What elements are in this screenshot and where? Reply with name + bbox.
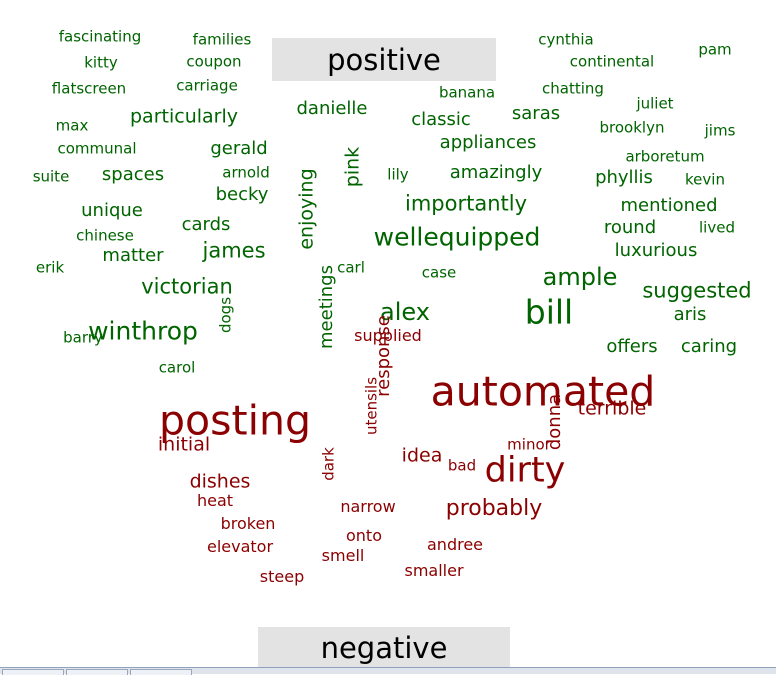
word-steep: steep bbox=[259, 567, 305, 586]
word-suite: suite bbox=[32, 167, 70, 186]
word-carl: carl bbox=[337, 258, 365, 277]
word-erik: erik bbox=[35, 258, 65, 277]
word-continental: continental bbox=[569, 52, 655, 71]
word-gerald: gerald bbox=[210, 138, 268, 159]
word-dark: dark bbox=[319, 447, 338, 481]
taskbar bbox=[0, 667, 776, 675]
word-flatscreen: flatscreen bbox=[51, 79, 127, 98]
word-suggested: suggested bbox=[642, 278, 752, 303]
word-jims: jims bbox=[704, 121, 736, 140]
word-case: case bbox=[421, 263, 457, 282]
word-meetings: meetings bbox=[316, 265, 337, 349]
word-caring: caring bbox=[680, 336, 738, 357]
word-initial: initial bbox=[157, 433, 211, 456]
word-ample: ample bbox=[542, 263, 618, 291]
word-smaller: smaller bbox=[404, 561, 464, 580]
word-cards: cards bbox=[181, 214, 231, 235]
word-probably: probably bbox=[445, 496, 543, 521]
word-round: round bbox=[603, 217, 657, 238]
word-appliances: appliances bbox=[439, 132, 537, 153]
word-classic: classic bbox=[411, 109, 471, 130]
word-lived: lived bbox=[699, 218, 735, 237]
word-posting: posting bbox=[159, 396, 311, 445]
word-aris: aris bbox=[673, 304, 707, 325]
taskbar-button[interactable] bbox=[66, 669, 128, 675]
word-kevin: kevin bbox=[685, 170, 725, 189]
word-carriage: carriage bbox=[176, 76, 238, 95]
word-kitty: kitty bbox=[84, 53, 118, 72]
word-chinese: chinese bbox=[76, 226, 134, 245]
word-james: james bbox=[202, 238, 266, 263]
word-mentioned: mentioned bbox=[620, 195, 718, 216]
word-chatting: chatting bbox=[542, 79, 604, 98]
taskbar-button[interactable] bbox=[130, 669, 192, 675]
word-importantly: importantly bbox=[404, 191, 528, 216]
negative-group-label: negative bbox=[258, 627, 510, 669]
word-bill: bill bbox=[524, 292, 574, 332]
word-andree: andree bbox=[426, 535, 484, 554]
word-lily: lily bbox=[387, 165, 409, 184]
word-heat: heat bbox=[196, 491, 234, 510]
word-smell: smell bbox=[321, 546, 365, 565]
word-phyllis: phyllis bbox=[595, 167, 653, 188]
word-matter: matter bbox=[102, 245, 164, 266]
word-juliet: juliet bbox=[636, 94, 674, 113]
word-arboretum: arboretum bbox=[625, 147, 705, 166]
word-narrow: narrow bbox=[340, 497, 396, 516]
word-spaces: spaces bbox=[101, 164, 165, 185]
word-fascinating: fascinating bbox=[58, 27, 142, 46]
word-winthrop: winthrop bbox=[88, 316, 198, 346]
word-bad: bad bbox=[447, 456, 477, 475]
word-unique: unique bbox=[81, 200, 143, 221]
word-danielle: danielle bbox=[296, 98, 368, 119]
word-communal: communal bbox=[57, 139, 137, 158]
word-amazingly: amazingly bbox=[449, 162, 543, 183]
word-becky: becky bbox=[215, 184, 269, 205]
word-arnold: arnold bbox=[222, 163, 270, 182]
taskbar-button[interactable] bbox=[2, 669, 64, 675]
word-utensils: utensils bbox=[362, 376, 381, 436]
word-enjoying: enjoying bbox=[295, 168, 318, 250]
word-victorian: victorian bbox=[141, 274, 233, 299]
word-alex: alex bbox=[380, 298, 430, 326]
word-barry: barry bbox=[63, 328, 103, 347]
word-cynthia: cynthia bbox=[538, 30, 594, 49]
word-dirty: dirty bbox=[484, 450, 566, 491]
word-families: families bbox=[192, 30, 252, 49]
word-automated: automated bbox=[430, 367, 656, 416]
word-idea: idea bbox=[401, 444, 443, 467]
word-broken: broken bbox=[220, 514, 276, 533]
word-saras: saras bbox=[511, 103, 561, 124]
word-banana: banana bbox=[438, 83, 496, 102]
word-onto: onto bbox=[346, 526, 382, 545]
word-pink: pink bbox=[341, 146, 364, 188]
word-dogs: dogs bbox=[216, 296, 235, 334]
word-particularly: particularly bbox=[130, 105, 238, 128]
word-carol: carol bbox=[158, 358, 196, 377]
word-coupon: coupon bbox=[186, 52, 242, 71]
positive-group-label: positive bbox=[272, 38, 496, 81]
word-minor: minor bbox=[507, 435, 551, 454]
word-max: max bbox=[55, 116, 89, 135]
word-pam: pam bbox=[698, 40, 732, 59]
word-elevator: elevator bbox=[206, 537, 274, 556]
word-offers: offers bbox=[606, 336, 658, 357]
word-supplied: supplied bbox=[354, 326, 422, 345]
word-wellequipped: wellequipped bbox=[373, 222, 541, 252]
word-dishes: dishes bbox=[189, 470, 251, 493]
word-luxurious: luxurious bbox=[614, 240, 698, 261]
word-brooklyn: brooklyn bbox=[599, 118, 665, 137]
word-terrible: terrible bbox=[577, 397, 647, 420]
